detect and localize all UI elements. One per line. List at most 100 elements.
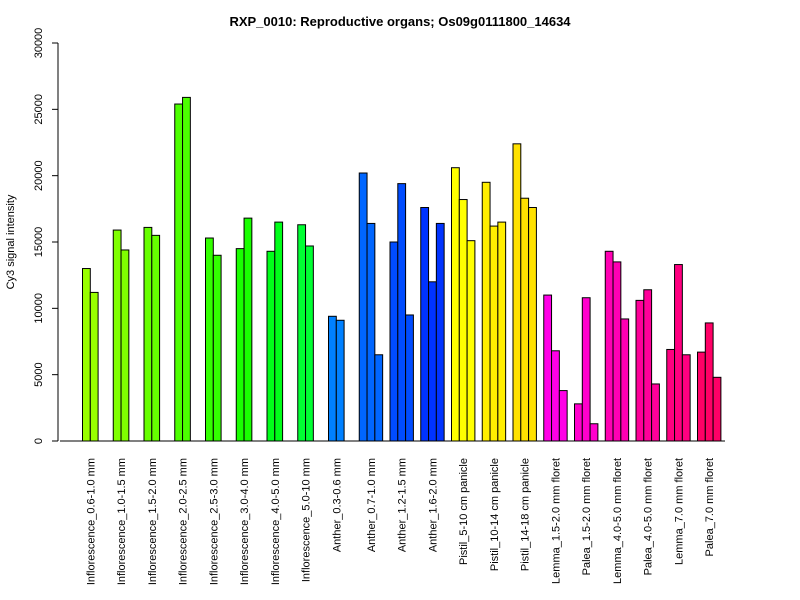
y-tick-label: 0 xyxy=(33,438,45,444)
bar xyxy=(666,348,676,442)
bar xyxy=(243,217,253,442)
x-tick-label: Inflorescence_0.6-1.0 mm xyxy=(85,458,97,585)
bar xyxy=(589,423,599,442)
bar-group xyxy=(205,237,222,442)
bar-group xyxy=(143,226,161,442)
bar xyxy=(551,350,560,442)
y-axis: 0 5000 10000 15000 20000 25000 30000 xyxy=(33,28,59,444)
bar xyxy=(235,248,245,442)
bar xyxy=(528,207,537,442)
x-tick-label: Palea_4.0-5.0 mm floret xyxy=(643,458,655,575)
bar xyxy=(466,240,476,442)
bar xyxy=(366,222,376,442)
bar-group xyxy=(174,96,191,442)
bar-group xyxy=(512,143,537,442)
y-tick-label: 15000 xyxy=(33,227,45,258)
bar xyxy=(112,229,122,442)
bar-group xyxy=(604,250,630,442)
bar-group xyxy=(358,172,384,442)
bars xyxy=(82,96,722,442)
bar xyxy=(120,249,130,442)
y-tick-label: 25000 xyxy=(33,94,45,125)
bar xyxy=(297,224,307,442)
bar xyxy=(151,234,161,442)
x-tick-label: Pistil_14-18 cm panicle xyxy=(520,458,532,571)
bar-group xyxy=(481,181,507,442)
bar xyxy=(620,318,630,442)
bar xyxy=(674,264,683,442)
x-tick-label: Anther_0.3-0.6 mm xyxy=(331,458,343,552)
bar xyxy=(397,183,407,442)
y-tick-label: 10000 xyxy=(33,293,45,324)
bar xyxy=(520,197,530,442)
x-tick-label: Inflorescence_4.0-5.0 mm xyxy=(270,458,282,585)
x-tick-label: Inflorescence_5.0-10 mm xyxy=(301,458,313,582)
x-tick-label: Palea_7.0 mm floret xyxy=(704,458,716,556)
bar xyxy=(89,291,99,442)
bar-group xyxy=(666,264,691,442)
y-axis-label: Cy3 signal intensity xyxy=(5,194,17,289)
x-tick-label: Inflorescence_2.0-2.5 mm xyxy=(178,458,190,585)
y-tick-label: 30000 xyxy=(33,28,45,59)
bar-group xyxy=(574,297,599,442)
x-tick-label: Lemma_4.0-5.0 mm floret xyxy=(612,458,624,584)
bar xyxy=(651,383,660,442)
bar xyxy=(212,254,222,442)
bar xyxy=(420,207,430,442)
bar xyxy=(405,314,414,442)
bar xyxy=(543,294,553,442)
x-tick-label: Anther_1.6-2.0 mm xyxy=(427,458,439,552)
bar xyxy=(704,322,714,442)
bar xyxy=(182,96,191,442)
bar xyxy=(428,281,437,442)
x-tick-label: Lemma_1.5-2.0 mm floret xyxy=(550,458,562,584)
chart-title: RXP_0010: Reproductive organs; Os09g0111… xyxy=(229,14,571,29)
bar xyxy=(274,221,284,442)
bar xyxy=(497,221,507,442)
bar xyxy=(266,250,276,442)
bar xyxy=(82,268,91,442)
x-tick-label: Pistil_5-10 cm panicle xyxy=(458,458,470,565)
x-tick-label: Lemma_7.0 mm floret xyxy=(673,458,685,565)
bar xyxy=(358,172,368,442)
bar xyxy=(635,299,645,442)
bar xyxy=(174,103,184,442)
bar xyxy=(604,250,614,442)
bar xyxy=(435,222,445,442)
bar-group xyxy=(697,322,722,442)
x-tick-label: Inflorescence_1.0-1.5 mm xyxy=(116,458,128,585)
bar xyxy=(697,351,706,442)
bar xyxy=(489,225,499,442)
bar-group xyxy=(420,207,445,442)
y-tick-label: 5000 xyxy=(33,362,45,386)
bar-group xyxy=(235,217,253,442)
bar xyxy=(374,354,384,442)
x-tick-label: Pistil_10-14 cm panicle xyxy=(489,458,501,571)
x-tick-label: Inflorescence_2.5-3.0 mm xyxy=(208,458,220,585)
bar xyxy=(612,261,622,442)
bar xyxy=(581,297,591,442)
bar-group xyxy=(451,167,476,442)
bar xyxy=(558,390,568,442)
bar-group xyxy=(328,315,345,442)
bar xyxy=(335,319,345,442)
bar xyxy=(205,237,214,442)
bar xyxy=(481,181,491,442)
bar-group xyxy=(635,289,660,442)
bar xyxy=(681,354,691,442)
y-tick-label: 20000 xyxy=(33,160,45,191)
bar xyxy=(574,403,583,442)
bar-group xyxy=(112,229,130,442)
bar xyxy=(389,241,399,442)
bar xyxy=(512,143,522,442)
bar xyxy=(643,289,653,442)
x-tick-label: Anther_0.7-1.0 mm xyxy=(366,458,378,552)
x-tick-label: Inflorescence_3.0-4.0 mm xyxy=(239,458,251,585)
bar xyxy=(143,226,153,442)
bar-group xyxy=(389,183,414,442)
bar-group xyxy=(297,224,314,442)
x-tick-label: Inflorescence_1.5-2.0 mm xyxy=(147,458,159,585)
bar xyxy=(328,315,337,442)
